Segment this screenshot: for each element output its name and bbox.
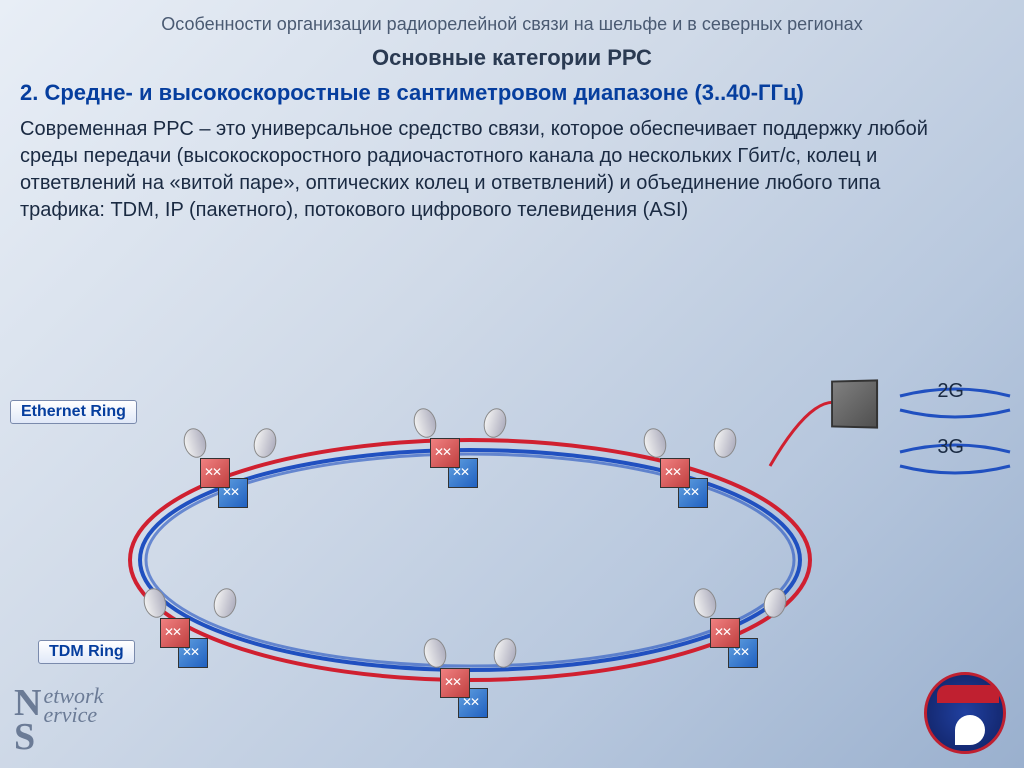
body-paragraph: Современная РРС – это универсальное сред… bbox=[0, 108, 980, 224]
relay-node bbox=[190, 420, 270, 520]
base-station-icon bbox=[831, 379, 878, 428]
ring-diagram: Ethernet Ring TDM Ring 2G 3G bbox=[0, 360, 1024, 768]
switch-red-icon bbox=[160, 618, 190, 648]
relay-node bbox=[420, 400, 500, 500]
switch-red-icon bbox=[660, 458, 690, 488]
tdm-ring-label: TDM Ring bbox=[38, 640, 135, 664]
relay-node bbox=[150, 580, 230, 680]
label-3g: 3G bbox=[937, 436, 964, 459]
logo-line2: ervice bbox=[43, 702, 97, 727]
label-2g: 2G bbox=[937, 380, 964, 403]
section-title: 2. Средне- и высокоскоростные в сантимет… bbox=[0, 71, 1024, 108]
switch-red-icon bbox=[710, 618, 740, 648]
network-service-logo: Network Service bbox=[14, 686, 103, 754]
page-subhead: Основные категории РРС bbox=[0, 45, 1024, 71]
conference-logo bbox=[924, 672, 1006, 754]
switch-red-icon bbox=[200, 458, 230, 488]
ethernet-ring-label: Ethernet Ring bbox=[10, 400, 137, 424]
switch-red-icon bbox=[440, 668, 470, 698]
relay-node bbox=[430, 630, 510, 730]
relay-node bbox=[650, 420, 730, 520]
relay-node bbox=[700, 580, 780, 680]
page-header: Особенности организации радиорелейной св… bbox=[0, 0, 1024, 35]
switch-red-icon bbox=[430, 438, 460, 468]
